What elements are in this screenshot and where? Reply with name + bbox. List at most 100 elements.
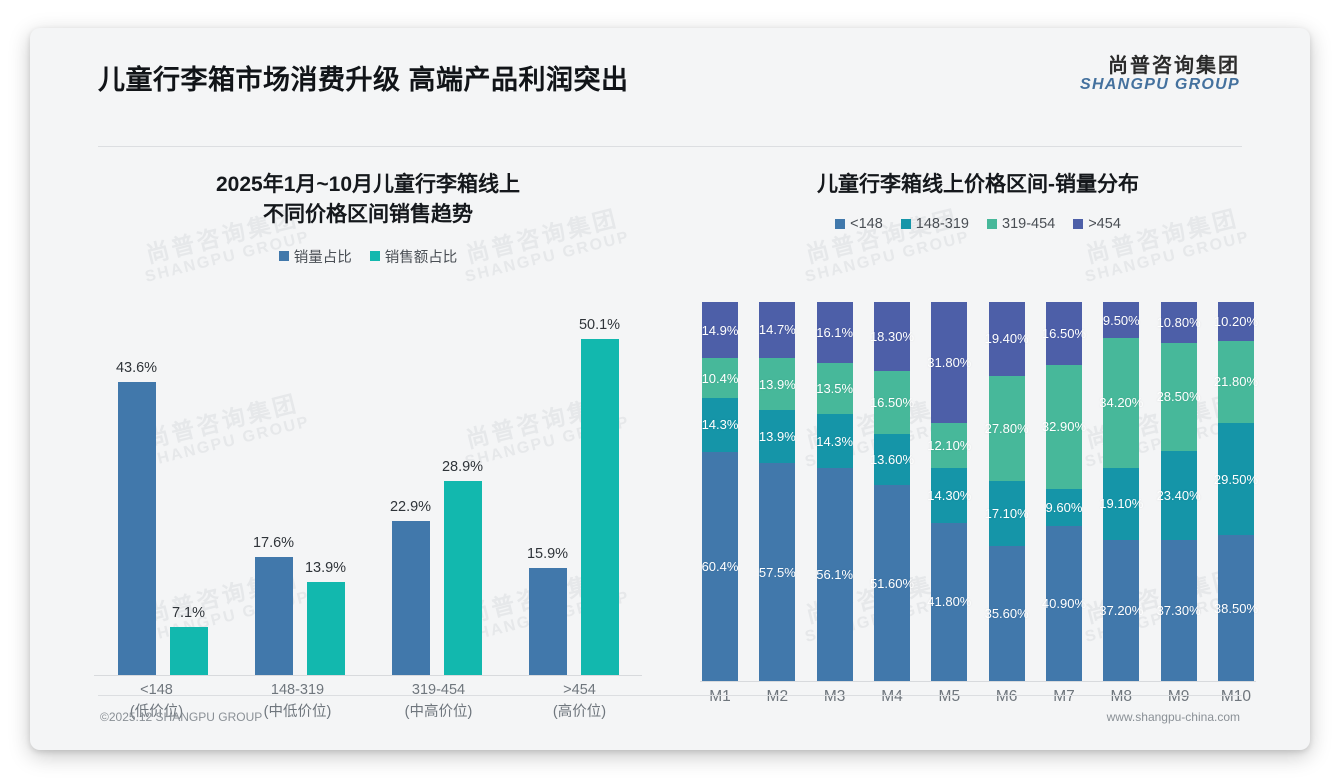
stacked-bar[interactable]: 14.7% 13.9% 13.9% 57.5%: [758, 302, 796, 681]
footer-divider: [98, 695, 1242, 696]
stack-segment[interactable]: 16.50%: [870, 371, 914, 434]
bar-group: 43.6% 7.1%: [94, 306, 231, 675]
stack-segment-label: 13.9%: [758, 429, 796, 445]
stacked-bar[interactable]: 16.1% 13.5% 14.3% 56.1%: [816, 302, 854, 681]
legend-item-volume-dist-1[interactable]: 148-319: [900, 216, 969, 232]
stack-segment[interactable]: 18.30%: [870, 302, 914, 372]
stack-segment[interactable]: 31.80%: [927, 302, 971, 423]
stack-segment[interactable]: 14.3%: [702, 397, 738, 453]
stack-segment[interactable]: 12.10%: [927, 422, 971, 469]
stack-segment[interactable]: 14.3%: [816, 414, 854, 469]
legend-label: <148: [850, 215, 883, 232]
stack-segment-label: 18.30%: [869, 329, 915, 345]
plot-area-sales-trend: 43.6% 7.1% 17.6% 13.9% 22.9% 28.9% 15.9% 50.1%: [86, 306, 650, 676]
stack-segment[interactable]: 13.9%: [759, 357, 796, 411]
bar-value-label: 50.1%: [578, 316, 621, 333]
stack-segment-label: 13.5%: [816, 381, 854, 397]
stack-segment[interactable]: 10.4%: [702, 358, 738, 398]
stacked-bar[interactable]: 18.30% 16.50% 13.60% 51.60%: [870, 302, 914, 681]
x-axis-labels-volume-distribution: M1 M2 M3 M4 M5 M6 M7 M8 M9 M10: [702, 688, 1254, 706]
legend-item-volume-dist-2[interactable]: 319-454: [987, 216, 1055, 232]
legend-swatch-icon: [1073, 218, 1084, 229]
stack-segment[interactable]: 57.5%: [759, 463, 796, 681]
bar-sales[interactable]: 13.9%: [305, 560, 346, 675]
legend-item-volume-dist-3[interactable]: >454: [1073, 216, 1121, 232]
bar-volume[interactable]: 17.6%: [253, 535, 294, 675]
stack-segment[interactable]: 13.9%: [758, 410, 796, 464]
legend-item-volume-dist-0[interactable]: <148: [835, 216, 883, 232]
stacked-bar[interactable]: 10.80% 28.50% 23.40% 37.30%: [1157, 302, 1201, 681]
x-tick-label: 148-319 (中低价位): [227, 680, 368, 724]
bar-volume[interactable]: 43.6%: [116, 360, 157, 675]
stacked-bar[interactable]: 16.50% 32.90% 9.60% 40.90%: [1042, 302, 1086, 681]
chart-legend-sales-trend: 销量占比 销售额占比: [68, 246, 668, 267]
stack-segment-label: 16.50%: [1041, 325, 1087, 341]
stack-segment[interactable]: 14.7%: [758, 302, 796, 358]
stack-segment-label: 29.50%: [1213, 471, 1258, 487]
stack-segment[interactable]: 60.4%: [702, 452, 738, 681]
stack-segment-label: 27.80%: [984, 420, 1029, 436]
stack-segment[interactable]: 38.50%: [1214, 535, 1258, 681]
stacked-bar[interactable]: 10.20% 21.80% 29.50% 38.50%: [1214, 302, 1258, 681]
stack-segment-label: 10.80%: [1156, 314, 1201, 330]
stack-segment[interactable]: 37.30%: [1157, 539, 1201, 681]
legend-item-sales-trend-0[interactable]: 销量占比: [278, 246, 352, 267]
stack-segment[interactable]: 32.90%: [1042, 364, 1086, 490]
stacked-bar[interactable]: 14.9% 10.4% 14.3% 60.4%: [702, 302, 738, 681]
bar-sales[interactable]: 50.1%: [579, 317, 620, 675]
stack-segment[interactable]: 21.80%: [1214, 340, 1258, 424]
stack-segment[interactable]: 10.20%: [1214, 302, 1258, 341]
stack-segment[interactable]: 16.1%: [816, 302, 853, 364]
stack-segment[interactable]: 37.20%: [1099, 539, 1143, 681]
stack-segment[interactable]: 27.80%: [985, 375, 1029, 481]
stack-segment[interactable]: 13.60%: [870, 433, 914, 486]
stacked-bar[interactable]: 9.50% 34.20% 19.10% 37.20%: [1099, 302, 1143, 681]
x-tick-label: 319-454 (中高价位): [368, 680, 509, 724]
stack-segment[interactable]: 19.10%: [1099, 467, 1143, 540]
stack-segment[interactable]: 34.20%: [1099, 338, 1143, 468]
stack-segment[interactable]: 56.1%: [816, 468, 853, 681]
stack-segment[interactable]: 13.5%: [816, 363, 854, 415]
x-tick-sublabel: (中低价位): [263, 703, 332, 720]
stack-segment[interactable]: 17.10%: [985, 480, 1029, 546]
legend-item-sales-trend-1[interactable]: 销售额占比: [369, 246, 457, 267]
stack-segment[interactable]: 19.40%: [985, 302, 1029, 376]
stacked-bar[interactable]: 31.80% 12.10% 14.30% 41.80%: [927, 302, 971, 681]
bar-group: 17.6% 13.9%: [231, 306, 368, 675]
x-tick-label: M7: [1053, 688, 1075, 705]
stack-segment[interactable]: 35.60%: [985, 545, 1029, 681]
stack-segment[interactable]: 41.80%: [927, 522, 971, 681]
stack-segment[interactable]: 40.90%: [1042, 525, 1086, 681]
bar-value-label: 15.9%: [526, 546, 569, 563]
stack-segment-label: 37.30%: [1156, 602, 1201, 618]
stack-segment[interactable]: 23.40%: [1157, 450, 1201, 540]
stack-segment[interactable]: 14.9%: [702, 302, 738, 359]
stack-segment[interactable]: 16.50%: [1042, 302, 1086, 365]
bar-sales[interactable]: 7.1%: [169, 605, 208, 675]
x-tick-sublabel: (低价位): [129, 703, 184, 720]
stack-segment[interactable]: 51.60%: [870, 485, 914, 681]
bar-volume[interactable]: 15.9%: [527, 546, 568, 675]
x-tick-range: 148-319: [270, 682, 325, 698]
stack-segment[interactable]: 9.60%: [1046, 489, 1082, 526]
stack-segment-label: 37.20%: [1099, 602, 1144, 618]
x-tick-label: M10: [1220, 688, 1252, 705]
stack-segment-label: 14.3%: [816, 433, 854, 449]
footer-website[interactable]: www.shangpu-china.com: [1106, 710, 1240, 724]
bar-fill: [391, 521, 430, 675]
bar-value-label: 22.9%: [389, 499, 432, 516]
stack-segment[interactable]: 9.50%: [1103, 302, 1140, 338]
chart-title-line-2: 不同价格区间销售趋势: [263, 202, 473, 226]
bar-fill: [306, 581, 345, 675]
bar-volume[interactable]: 22.9%: [390, 499, 431, 675]
chart-legend-volume-distribution: <148 148-319 319-454 >454: [678, 216, 1278, 232]
stack-segment[interactable]: 28.50%: [1157, 342, 1201, 451]
stack-segment[interactable]: 10.80%: [1157, 302, 1201, 343]
stack-segment-label: 14.7%: [758, 322, 796, 338]
stack-segment[interactable]: 29.50%: [1214, 423, 1258, 536]
stacked-bar[interactable]: 19.40% 27.80% 17.10% 35.60%: [985, 302, 1029, 681]
x-axis-labels-sales-trend: <148 (低价位) 148-319 (中低价位) 319-454 (中高价位) >454 (…: [86, 680, 650, 724]
bar-sales[interactable]: 28.9%: [442, 459, 483, 675]
x-tick-sublabel: (高价位): [552, 703, 607, 720]
stack-segment[interactable]: 14.30%: [927, 468, 971, 523]
